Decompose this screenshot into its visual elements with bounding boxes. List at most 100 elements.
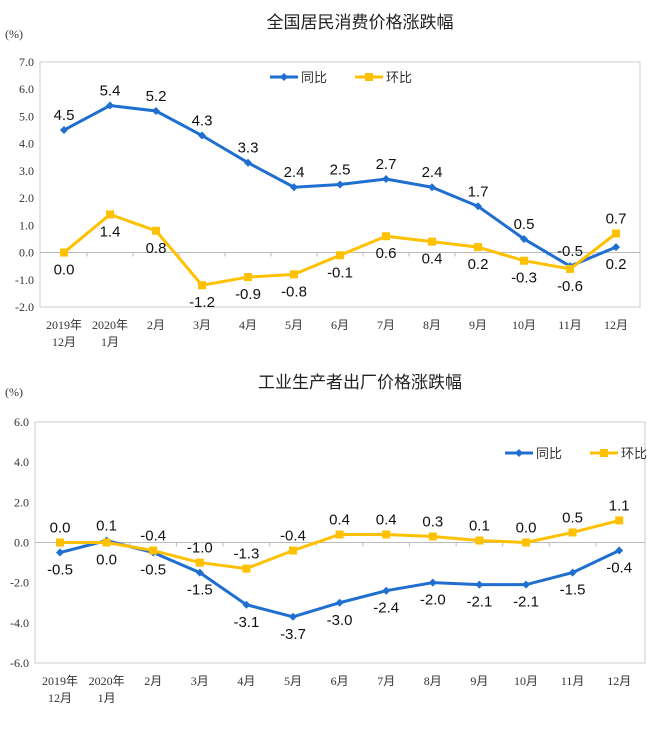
data-point <box>382 175 390 184</box>
data-point <box>106 101 114 110</box>
legend-marker <box>365 73 373 81</box>
data-point <box>475 580 484 589</box>
y-tick-label: 0.0 <box>19 246 34 260</box>
data-point <box>289 546 297 555</box>
data-label: 0.4 <box>329 511 350 528</box>
data-label: 0.0 <box>516 520 537 537</box>
data-label: -3.1 <box>233 614 259 631</box>
data-point <box>382 586 391 595</box>
data-label: 0.1 <box>469 517 490 534</box>
data-label: -0.4 <box>606 560 632 577</box>
data-point <box>152 226 160 235</box>
data-point <box>615 516 624 525</box>
data-point <box>382 232 390 241</box>
data-label: 3.3 <box>238 140 259 157</box>
data-label: 0.0 <box>54 262 75 279</box>
data-label: -0.4 <box>140 528 166 545</box>
data-point <box>198 131 206 140</box>
x-tick-label: 11月 <box>558 318 582 332</box>
legend-label: 同比 <box>536 447 562 462</box>
x-tick-label: 4月 <box>237 674 255 688</box>
x-tick-label: 12月 <box>607 674 631 688</box>
y-tick-label: -4.0 <box>10 616 29 630</box>
data-point <box>106 210 114 219</box>
data-point <box>566 264 574 273</box>
data-label: 2.7 <box>376 156 397 173</box>
y-tick-label: -2.0 <box>15 300 34 314</box>
data-label: -1.2 <box>189 294 215 311</box>
data-point <box>522 580 530 589</box>
data-label: -2.4 <box>373 600 399 617</box>
data-label: 0.6 <box>376 245 397 262</box>
data-point <box>198 281 206 290</box>
y-tick-label: -6.0 <box>10 656 29 670</box>
data-point <box>149 546 158 555</box>
x-tick-label: 10月 <box>512 318 536 332</box>
data-point <box>335 598 344 607</box>
data-label: -0.9 <box>235 286 261 303</box>
data-point <box>612 229 620 238</box>
data-point <box>290 270 298 279</box>
data-point <box>244 158 252 167</box>
data-label: -2.1 <box>513 594 539 611</box>
x-tick-label: 6月 <box>331 318 349 332</box>
x-tick-label: 12月 <box>604 318 628 332</box>
data-label: -3.7 <box>280 626 306 643</box>
x-tick-label: 1月 <box>101 335 119 349</box>
y-tick-label: 3.0 <box>19 164 34 178</box>
y-tick-label: -1.0 <box>15 273 34 287</box>
y-unit: (%) <box>5 385 23 399</box>
data-point <box>428 183 436 192</box>
data-point <box>152 107 160 115</box>
data-point <box>428 578 437 587</box>
data-point <box>289 612 297 621</box>
data-label: -3.0 <box>327 612 353 629</box>
data-label: 0.4 <box>376 511 397 528</box>
data-point <box>290 183 298 192</box>
data-label: 0.4 <box>422 251 443 268</box>
y-tick-label: 4.0 <box>19 137 34 151</box>
x-tick-label: 12月 <box>52 335 76 349</box>
data-point <box>56 538 64 547</box>
y-tick-label: 5.0 <box>19 109 34 123</box>
data-label: 5.2 <box>146 88 167 105</box>
plot-area <box>39 61 641 308</box>
data-label: 0.2 <box>606 256 627 273</box>
x-tick-label: 8月 <box>423 318 441 332</box>
x-tick-label: 2月 <box>147 318 165 332</box>
data-label: 5.4 <box>100 83 121 100</box>
data-point <box>522 538 530 547</box>
data-label: 0.0 <box>50 520 71 537</box>
data-point <box>568 568 577 577</box>
x-tick-label: 1月 <box>98 691 116 705</box>
data-label: -0.1 <box>327 264 353 281</box>
data-point <box>612 243 620 252</box>
legend-marker <box>280 73 288 81</box>
data-point <box>382 530 391 539</box>
chart-title: 全国居民消费价格涨跌幅 <box>267 13 454 33</box>
x-tick-label: 12月 <box>48 691 72 705</box>
y-tick-label: 0.0 <box>14 536 29 550</box>
y-tick-label: 2.0 <box>14 495 29 509</box>
data-point <box>102 538 111 547</box>
data-label: 0.3 <box>422 513 443 530</box>
data-label: 0.5 <box>514 216 535 233</box>
data-label: -1.5 <box>560 582 586 599</box>
data-label: -0.5 <box>140 562 166 579</box>
data-point <box>242 600 251 609</box>
data-label: 0.8 <box>146 240 167 257</box>
y-tick-label: 1.0 <box>19 218 34 232</box>
x-tick-label: 3月 <box>191 674 209 688</box>
data-point <box>520 234 528 243</box>
data-label: -0.8 <box>281 283 307 300</box>
data-label: -2.0 <box>420 592 446 609</box>
data-point <box>335 530 344 539</box>
chart-title: 工业生产者出厂价格涨跌幅 <box>258 373 462 393</box>
data-point <box>428 532 437 541</box>
data-point <box>615 546 624 555</box>
data-label: -1.0 <box>187 540 213 557</box>
data-label: 1.4 <box>100 223 121 240</box>
data-label: 0.0 <box>96 552 117 569</box>
data-label: 0.2 <box>468 256 489 273</box>
x-tick-label: 5月 <box>284 674 302 688</box>
